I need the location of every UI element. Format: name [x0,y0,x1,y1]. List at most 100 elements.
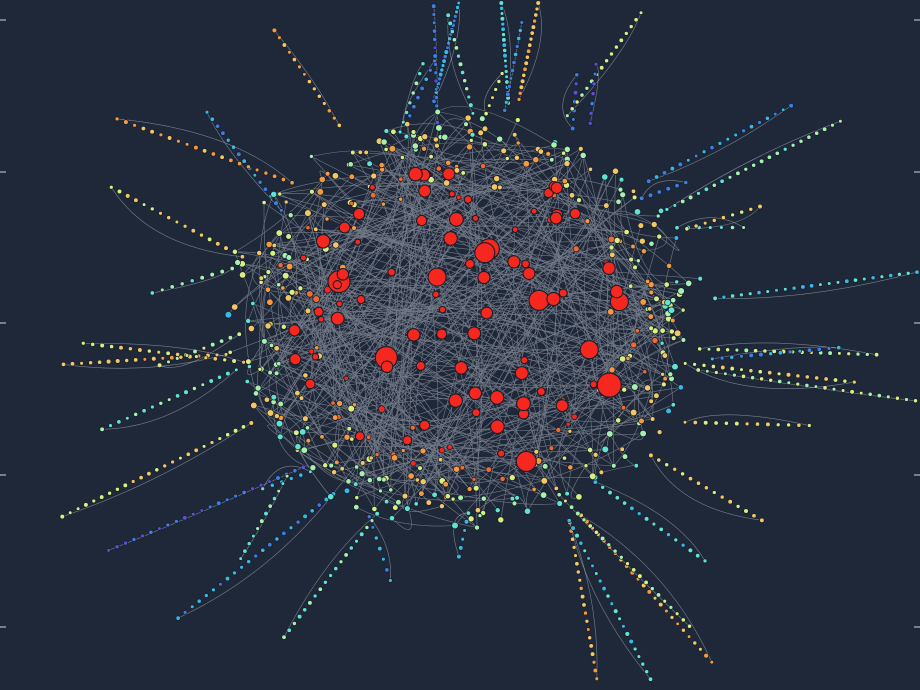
chain-node [496,79,502,84]
edge [288,236,321,357]
hub-node [304,378,316,390]
graph-node [304,425,311,431]
chain-tether [159,333,240,368]
chain-node [632,646,638,652]
chain-node [669,165,676,172]
graph-node [663,281,670,288]
hub-node [515,450,537,472]
chain-node [636,511,642,516]
edge [417,220,588,481]
chain-node [404,110,410,115]
chain-node [643,516,650,522]
graph-node [398,196,404,202]
chain-node [220,130,226,136]
chain-node [217,374,222,380]
chain-node [201,444,207,449]
chain-node [628,24,634,30]
graph-node [638,417,645,425]
graph-node [460,170,466,176]
chain-node [267,503,273,509]
chain-node [618,554,624,560]
chain-node [593,529,599,535]
graph-node [302,372,309,379]
chain-node [569,106,575,112]
chain-node [730,293,736,299]
graph-node [390,128,397,135]
chain-node [358,531,365,538]
chain-node [116,188,123,195]
graph-node [309,464,317,472]
graph-node [629,408,638,417]
graph-node [309,154,314,159]
graph-node [670,335,677,341]
edge [261,368,536,466]
chain-node [210,151,216,157]
chain-node [587,523,593,529]
graph-node [511,131,518,138]
chain-node [272,173,278,179]
graph-node [601,173,609,181]
chain-node [217,436,223,441]
chain-node [239,254,245,260]
edge [381,165,557,489]
graph-node [633,463,639,469]
chain-node [836,344,842,351]
edge [283,268,392,327]
edge [327,285,673,321]
chain-node [701,362,707,368]
chain-node [137,347,143,353]
graph-node [644,384,652,392]
graph-node [561,150,567,156]
graph-node [395,499,402,506]
chain-node [733,132,738,138]
edge [269,372,421,469]
edge [303,257,331,357]
graph-node [508,474,516,481]
chain-node [498,0,505,6]
edge [454,330,663,526]
chain-node [575,569,581,575]
graph-node [670,317,676,324]
graph-node [357,149,363,155]
graph-node [608,244,615,251]
graph-node [584,218,591,224]
chain-node [490,95,495,100]
edge [369,386,635,481]
chain-node [715,346,721,353]
graph-node [545,151,552,157]
chain-node [182,610,188,615]
chain-node [879,274,885,279]
graph-node [434,142,440,149]
chain-node [682,361,688,366]
edge [295,432,331,497]
chain-node [589,651,596,657]
chain-node [751,513,757,519]
hub-node [354,431,365,442]
chain-node [827,281,832,286]
chain-node [260,547,266,553]
chain-node [796,422,802,428]
chain-node [271,27,278,34]
chain-node [583,610,588,616]
chain-node [636,654,642,659]
chain-node [601,585,607,592]
chain-node [813,384,819,389]
chain-node [534,6,540,12]
graph-node [245,358,252,365]
graph-node [513,154,520,161]
graph-node [562,455,567,461]
graph-node [655,213,661,219]
chain-node [373,535,379,541]
edge [290,214,612,240]
chain-node [518,84,525,91]
chain-node [384,567,390,573]
graph-node [468,138,474,143]
chain-node [914,269,920,275]
graph-node [331,441,339,449]
chain-node [765,289,770,294]
graph-node [254,384,262,392]
chain-node [744,421,750,427]
edge [261,163,568,279]
graph-node [438,447,446,454]
chain-node [500,26,506,32]
